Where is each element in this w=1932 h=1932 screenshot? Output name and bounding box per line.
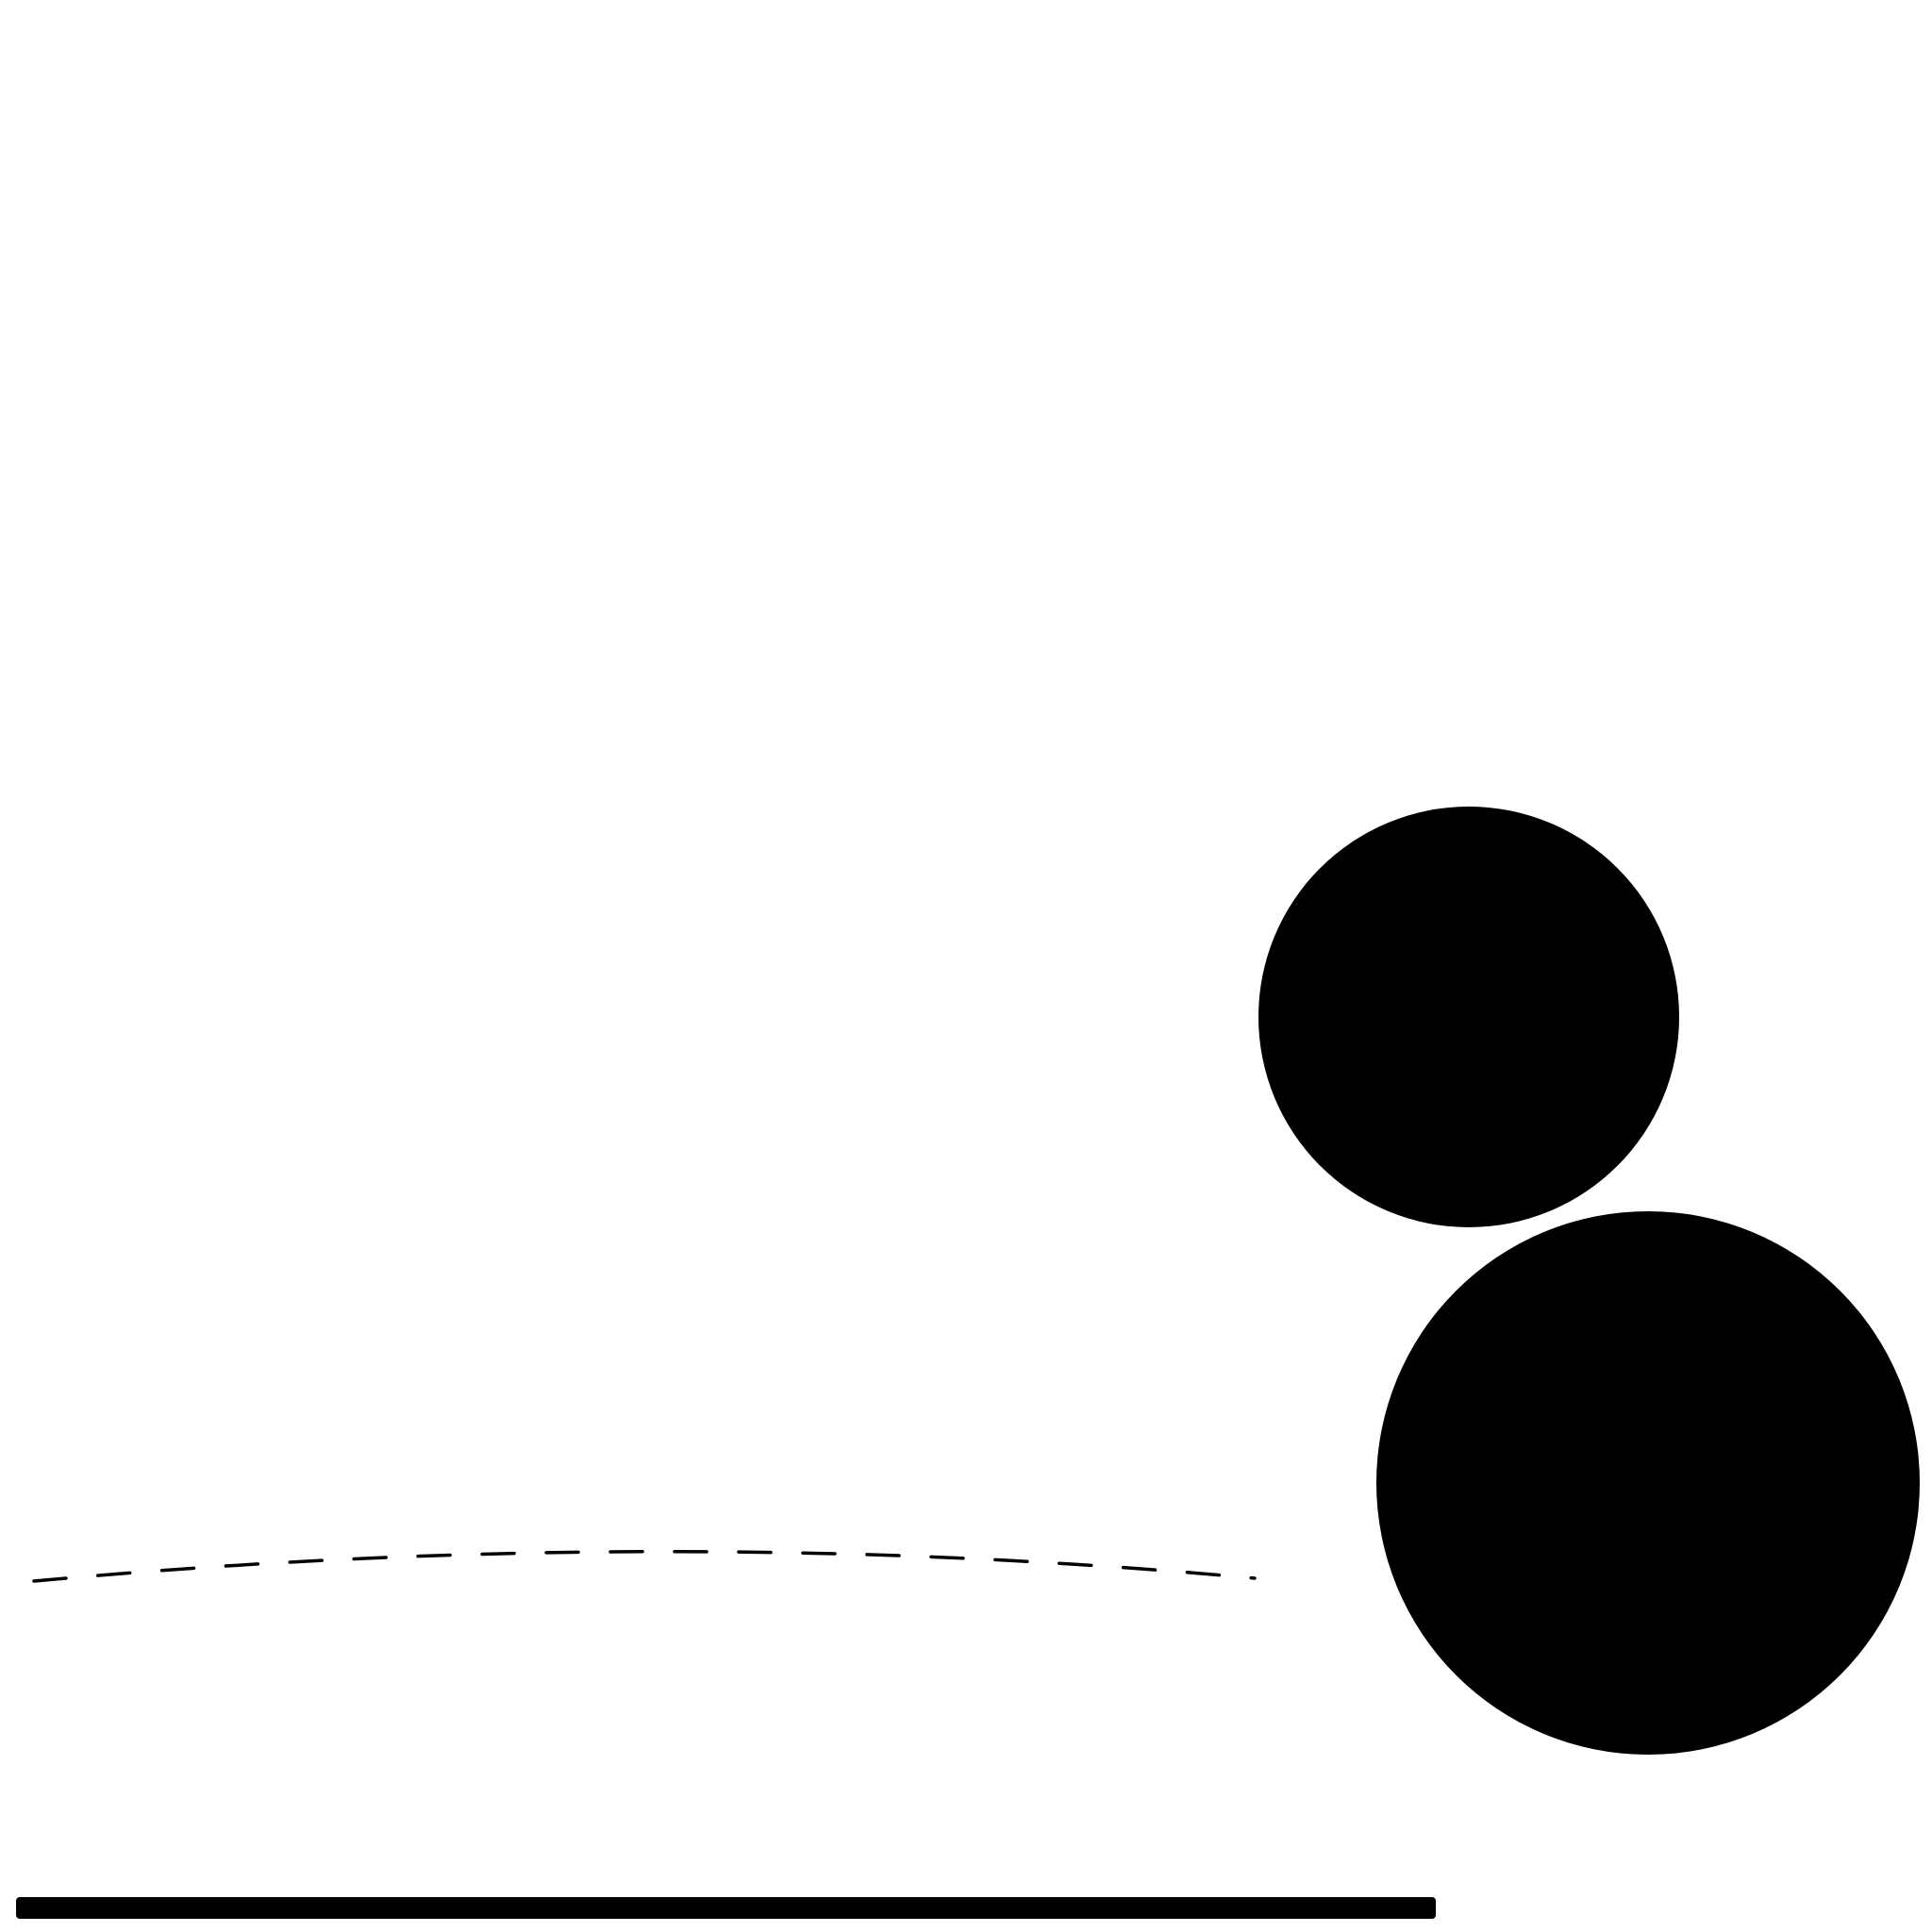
bottom-bar	[16, 1897, 1436, 1919]
small-filled-circle	[1258, 807, 1679, 1227]
large-filled-circle	[1376, 1211, 1920, 1755]
dashed-trajectory-curve	[32, 1549, 1257, 1583]
